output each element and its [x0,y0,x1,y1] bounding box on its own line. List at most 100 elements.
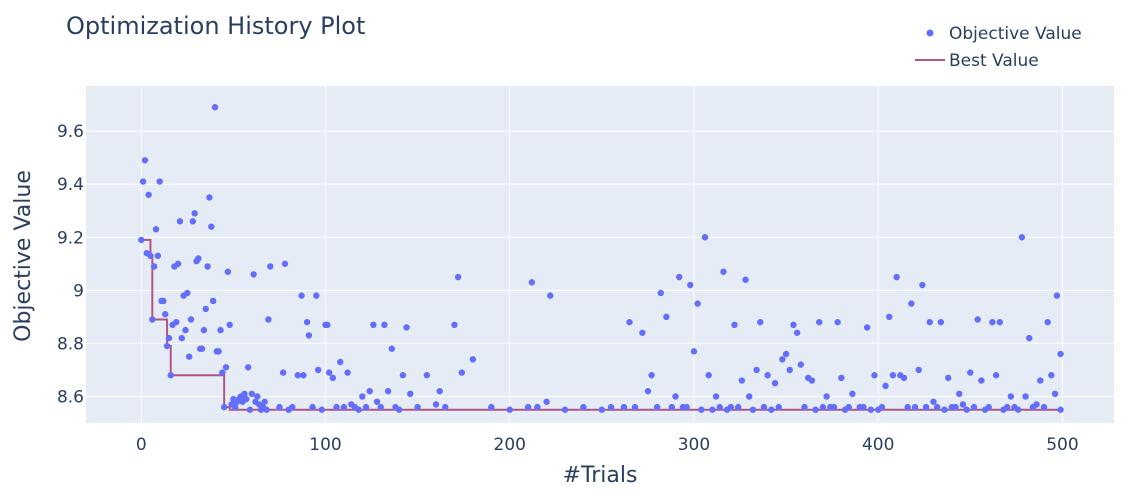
objective-point [915,366,922,374]
objective-point [620,403,628,411]
objective-point [150,263,158,270]
objective-point [727,403,735,411]
objective-point [298,292,305,299]
objective-point [1040,403,1048,411]
objective-point [325,369,333,376]
objective-point [956,390,963,398]
x-axis-ticks: 0 100 200 300 400 500 [136,435,1079,455]
legend: Objective Value Best Value [915,24,1082,71]
objective-point [790,321,797,329]
legend-best-label: Best Value [949,51,1039,71]
objective-point [871,372,878,379]
x-tick-label: 300 [678,435,710,455]
objective-point [407,390,414,398]
objective-point [145,191,152,198]
objective-point [845,403,852,411]
objective-point [996,318,1003,326]
objective-point [626,318,633,326]
objective-point [834,318,841,326]
legend-objective-marker [926,29,934,37]
objective-point [808,377,816,384]
objective-point [694,300,701,307]
objective-point [305,332,313,339]
objective-point [963,406,970,413]
objective-point [886,313,893,321]
objective-point [442,403,449,411]
objective-point [373,398,381,405]
x-tick-label: 0 [136,435,147,455]
objective-point [414,403,421,411]
objective-point [930,398,937,405]
objective-point [451,321,458,329]
objective-point [926,318,933,326]
objective-point [543,398,550,405]
objective-point [1015,406,1022,413]
objective-point [1003,403,1011,411]
objective-point [141,157,149,164]
objective-point [716,403,723,411]
objective-point [232,403,239,411]
objective-point [922,403,930,411]
objective-point [648,372,655,379]
objective-point [163,342,171,350]
objective-point [911,403,919,411]
objective-point [937,318,945,326]
objective-point [919,281,926,289]
objective-point [261,398,268,405]
objective-point [189,218,197,225]
objective-point [701,234,709,241]
objective-point [775,403,782,411]
objective-point [793,329,801,336]
objective-point [303,318,311,326]
objective-point [217,326,224,334]
y-tick-label: 9.2 [57,228,84,248]
objective-point [687,281,694,289]
objective-point [771,379,779,387]
objective-point [860,403,867,411]
y-tick-label: 8.8 [57,334,84,354]
objective-point [1051,390,1059,398]
objective-point [779,356,786,363]
objective-point [399,372,407,379]
objective-point [663,313,670,321]
objective-point [547,292,554,299]
objective-point [676,273,683,281]
objective-point [220,403,228,411]
objective-point [959,401,967,408]
objective-point [173,318,180,326]
objective-point [265,316,272,323]
objective-point [281,260,289,267]
x-axis-title: #Trials [563,463,638,488]
objective-point [395,406,403,413]
objective-point [1022,393,1029,400]
objective-point [657,289,664,297]
objective-point [933,403,941,411]
objective-point [191,210,198,217]
objective-point [246,406,254,413]
objective-point [195,255,202,262]
objective-point [952,403,959,411]
x-tick-label: 100 [309,435,341,455]
objective-point [989,318,996,326]
objective-point [333,403,340,411]
objective-point [185,353,193,360]
objective-point [904,403,911,411]
objective-point [941,406,948,413]
objective-point [362,403,370,411]
objective-point [279,369,287,376]
objective-point [830,403,838,411]
objective-point [160,297,167,305]
x-tick-label: 400 [862,435,894,455]
objective-point [139,178,147,185]
objective-point [202,305,209,313]
objective-point [381,321,388,329]
objective-point [985,403,992,411]
objective-point [580,403,587,411]
objective-point [731,321,738,329]
objective-point [209,297,217,305]
objective-point [248,390,256,398]
objective-point [324,321,331,329]
objective-point [263,406,270,413]
objective-point [149,316,156,323]
y-axis-title: Objective Value [11,170,36,342]
